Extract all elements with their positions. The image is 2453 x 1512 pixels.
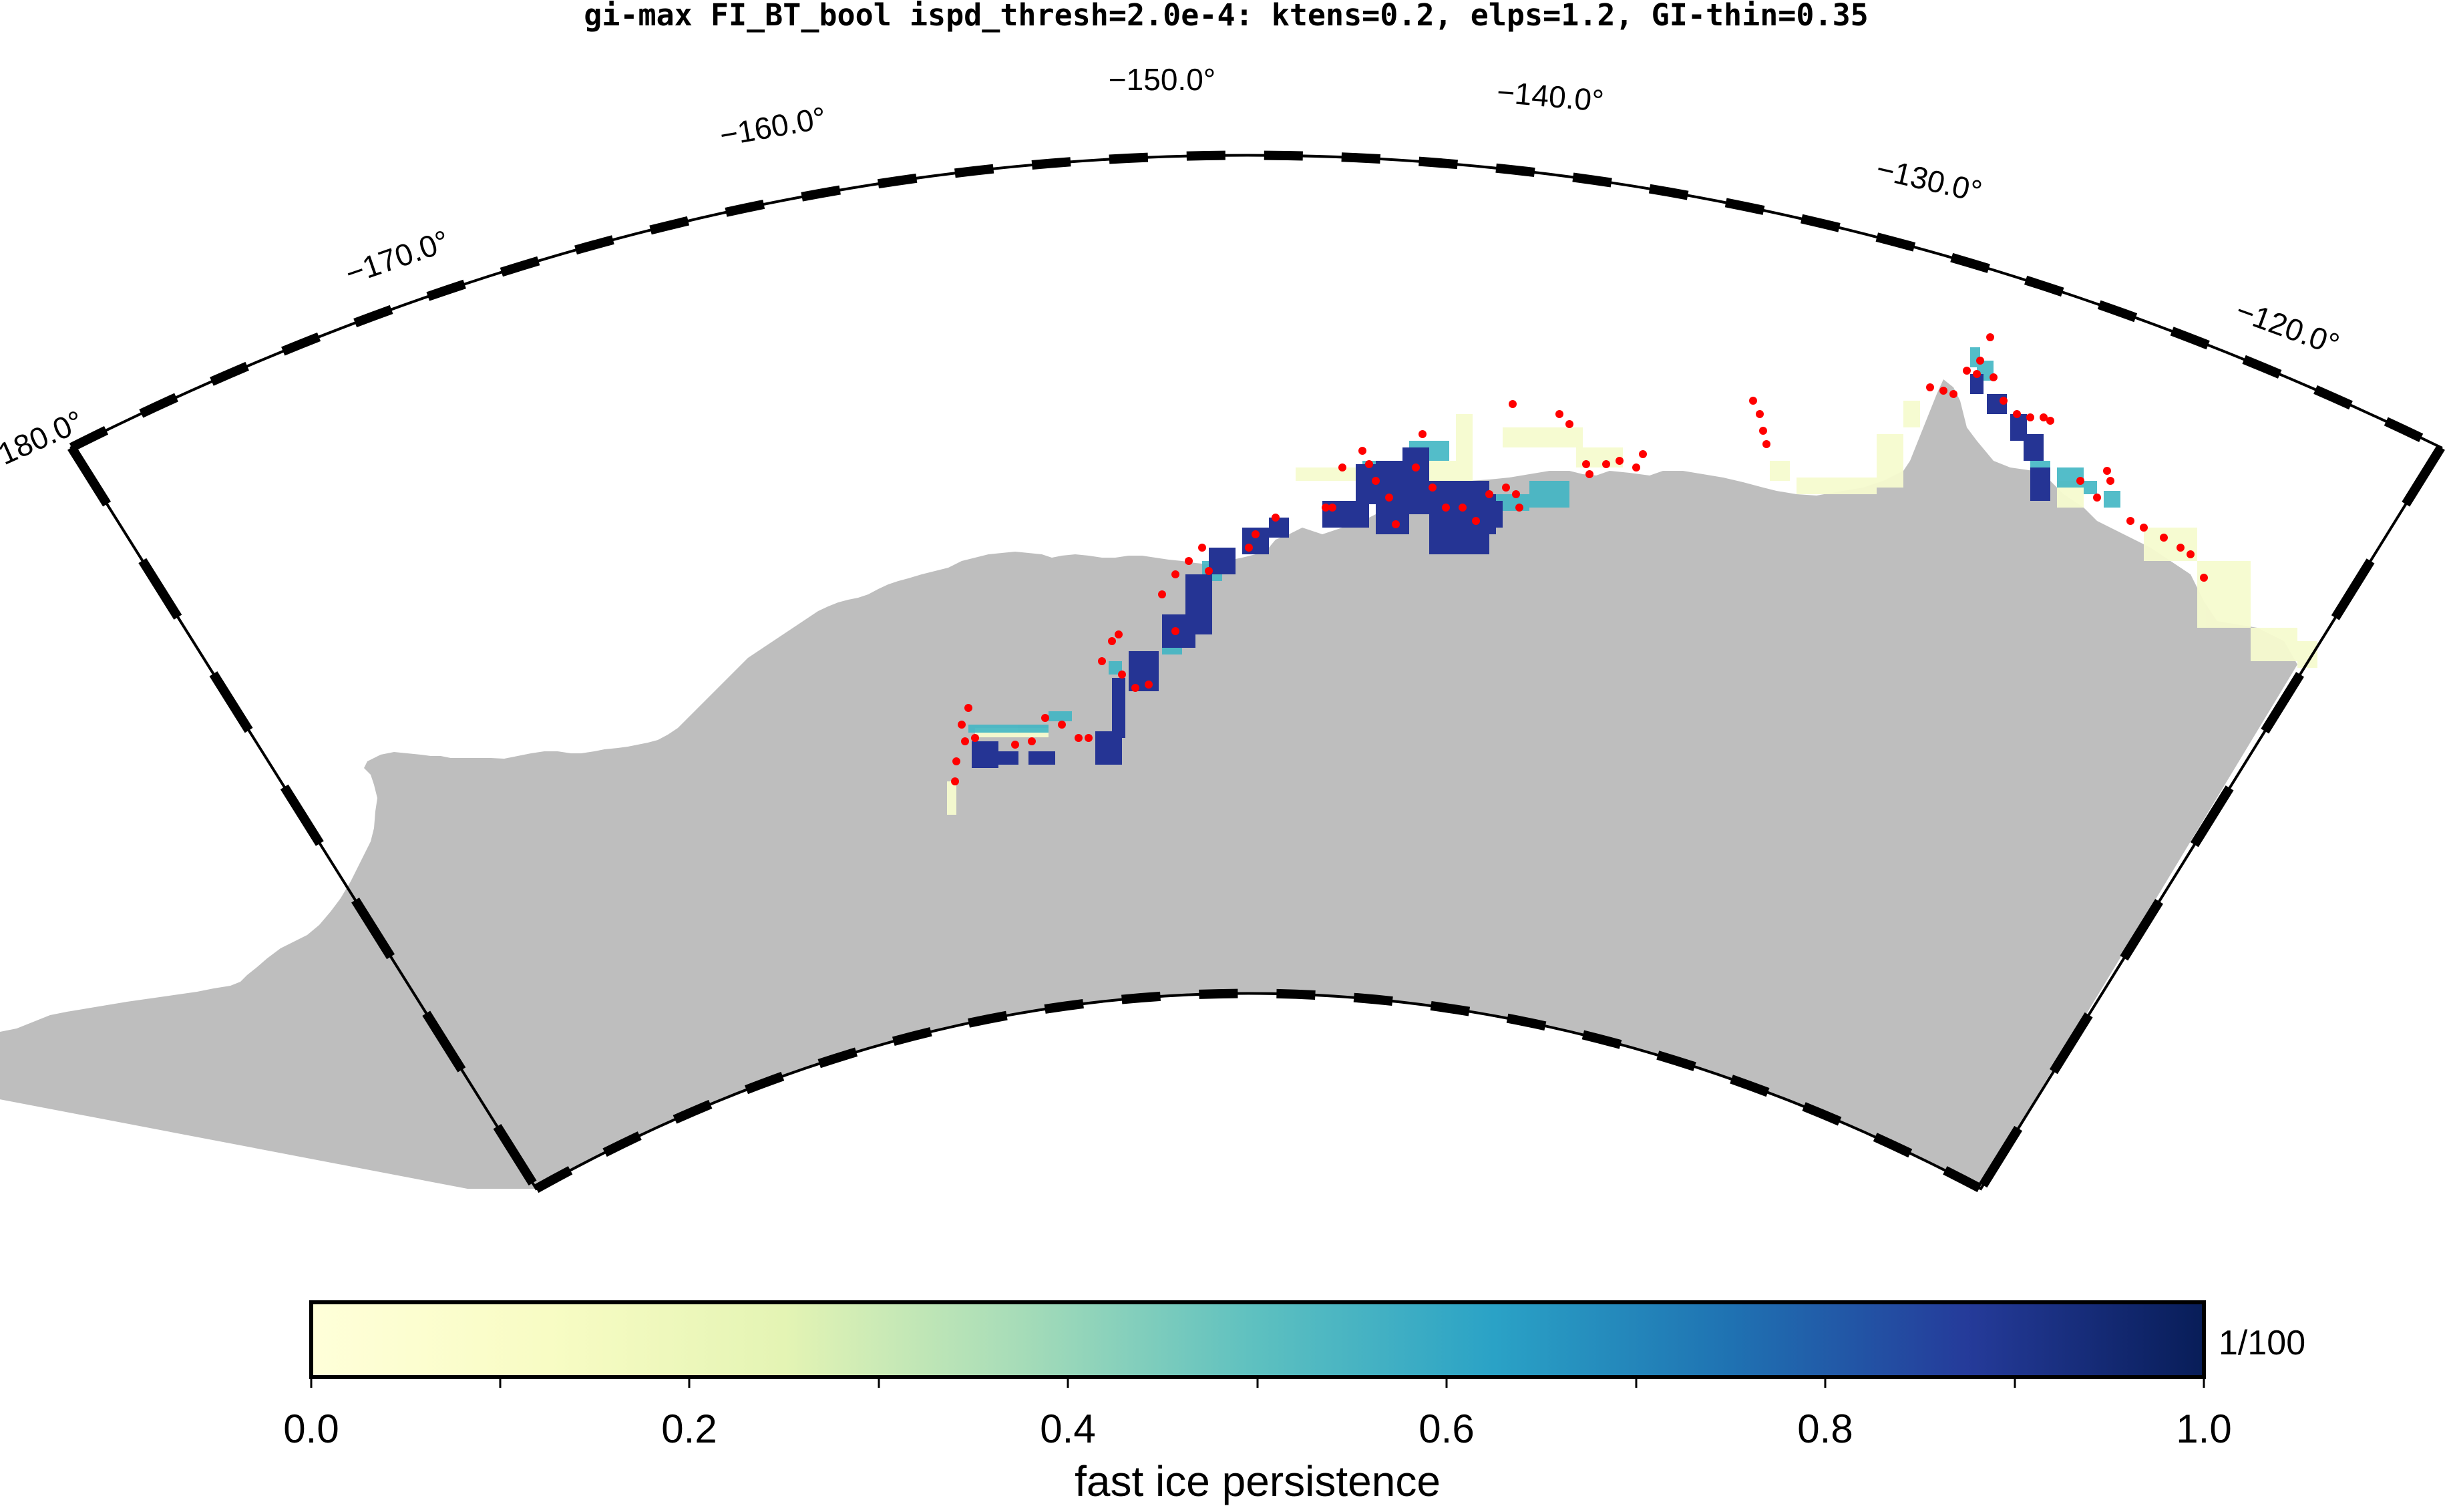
lon-label-170: −170.0°: [341, 223, 454, 291]
colorbar-tick-2: 0.4: [1040, 1406, 1095, 1451]
grounded-iceberg-markers: [951, 333, 2208, 785]
lon-label-140: −140.0°: [1495, 74, 1605, 118]
lon-label-120: −120.0°: [2231, 293, 2343, 362]
map-title: gi-max FI_BT_bool ispd_thresh=2.0e-4: kt…: [584, 0, 1869, 33]
lon-label-130: −130.0°: [1873, 151, 1986, 209]
colorbar-tick-5: 1.0: [2176, 1406, 2231, 1451]
colorbar-ticks: [310, 1377, 2205, 1388]
colorbar-ramp: [309, 1300, 2206, 1379]
colorbar-tick-4: 0.8: [1797, 1406, 1853, 1451]
colorbar-unit: 1/100: [2219, 1324, 2305, 1362]
colorbar-tick-3: 0.6: [1419, 1406, 1474, 1451]
map-frame-border: [67, 150, 2445, 1193]
colorbar-tick-0: 0.0: [283, 1406, 339, 1451]
colorbar: 0.0 0.2 0.4 0.6 0.8 1.0 1/100 fast ice p…: [283, 1300, 2305, 1505]
lon-label-150: −150.0°: [1109, 62, 1215, 97]
fast-ice-high-persistence: [972, 374, 2050, 768]
colorbar-label: fast ice persistence: [1075, 1457, 1441, 1505]
colorbar-tick-1: 0.2: [661, 1406, 717, 1451]
antarctica-land: [0, 379, 2297, 1189]
lon-label-160: −160.0°: [717, 100, 829, 153]
